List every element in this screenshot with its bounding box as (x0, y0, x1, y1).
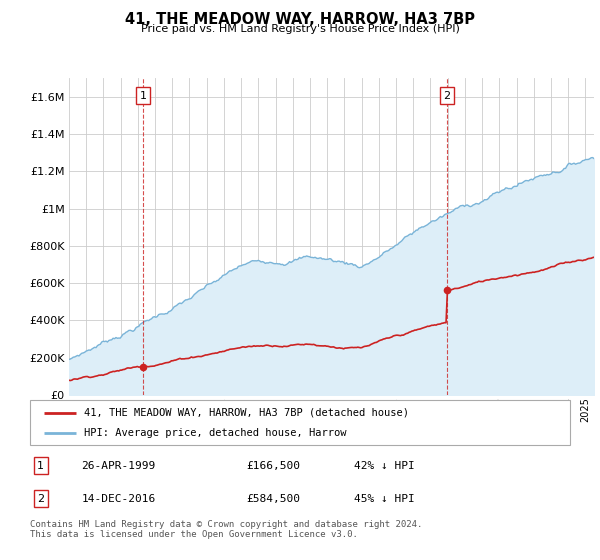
Text: 2: 2 (37, 494, 44, 503)
Text: £584,500: £584,500 (246, 494, 300, 503)
Text: Price paid vs. HM Land Registry's House Price Index (HPI): Price paid vs. HM Land Registry's House … (140, 24, 460, 34)
Text: 2: 2 (443, 91, 451, 101)
Text: £166,500: £166,500 (246, 461, 300, 470)
Text: HPI: Average price, detached house, Harrow: HPI: Average price, detached house, Harr… (84, 428, 347, 438)
Text: Contains HM Land Registry data © Crown copyright and database right 2024.
This d: Contains HM Land Registry data © Crown c… (30, 520, 422, 539)
Text: 42% ↓ HPI: 42% ↓ HPI (354, 461, 415, 470)
FancyBboxPatch shape (30, 400, 570, 445)
Text: 1: 1 (140, 91, 147, 101)
Text: 14-DEC-2016: 14-DEC-2016 (82, 494, 155, 503)
Text: 41, THE MEADOW WAY, HARROW, HA3 7BP: 41, THE MEADOW WAY, HARROW, HA3 7BP (125, 12, 475, 27)
Text: 1: 1 (37, 461, 44, 470)
Text: 26-APR-1999: 26-APR-1999 (82, 461, 155, 470)
Text: 45% ↓ HPI: 45% ↓ HPI (354, 494, 415, 503)
Text: 41, THE MEADOW WAY, HARROW, HA3 7BP (detached house): 41, THE MEADOW WAY, HARROW, HA3 7BP (det… (84, 408, 409, 418)
